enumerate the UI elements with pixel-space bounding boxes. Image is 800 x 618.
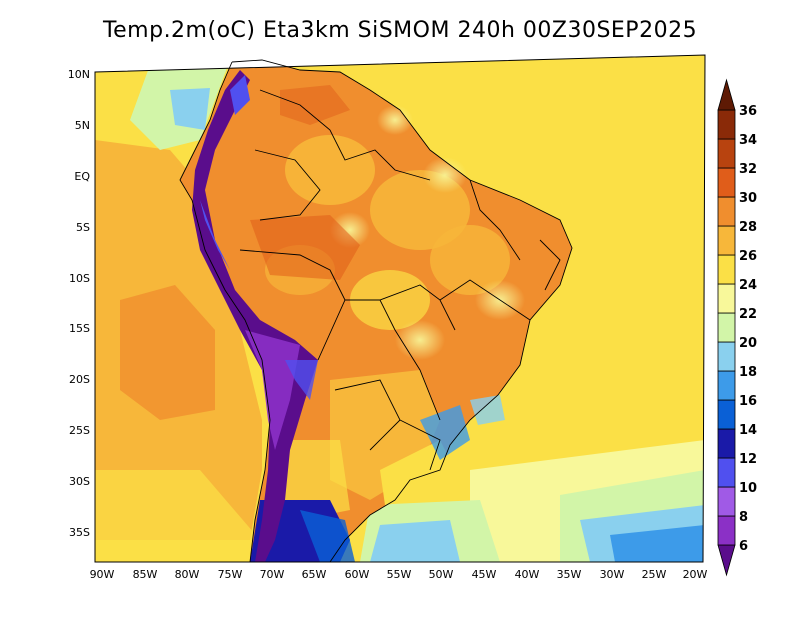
lat-label: 5S — [76, 221, 90, 234]
temperature-field — [95, 55, 705, 562]
lon-label: 45W — [472, 568, 497, 581]
colorbar-label: 6 — [739, 539, 748, 554]
colorbar-label: 34 — [739, 133, 757, 148]
colorbar-label: 20 — [739, 336, 757, 351]
lon-label: 25W — [642, 568, 667, 581]
colorbar-lower-arrow — [717, 544, 736, 577]
lon-label: 85W — [133, 568, 158, 581]
lon-label: 75W — [218, 568, 243, 581]
latitude-axis: 10N 5N EQ 5S 10S 15S 20S 25S 30S 35S — [68, 68, 91, 539]
colorbar-label: 10 — [739, 481, 757, 496]
lon-label: 35W — [557, 568, 582, 581]
lat-label: 10S — [69, 272, 90, 285]
lat-label: 25S — [69, 424, 90, 437]
lon-label: 70W — [260, 568, 285, 581]
colorbar-upper-arrow — [717, 78, 736, 111]
lat-label: 10N — [68, 68, 90, 81]
lon-label: 50W — [429, 568, 454, 581]
lon-label: 40W — [515, 568, 540, 581]
andes-cold-band — [192, 70, 318, 562]
colorbar-segment — [717, 399, 736, 430]
colorbar-segment — [717, 283, 736, 314]
colorbar-segment — [717, 167, 736, 198]
colorbar-segment — [717, 225, 736, 256]
colorbar-segment — [717, 428, 736, 459]
colorbar-label: 16 — [739, 394, 757, 409]
colorbar-label: 24 — [739, 278, 757, 293]
lat-label: EQ — [74, 170, 90, 183]
colorbar-label: 12 — [739, 452, 757, 467]
lat-label: 20S — [69, 373, 90, 386]
colorbar-segment — [717, 457, 736, 488]
political-borders — [179, 59, 573, 563]
colorbar-segment — [717, 109, 736, 140]
colorbar-segment — [717, 370, 736, 401]
lon-label: 65W — [302, 568, 327, 581]
lon-label: 20W — [683, 568, 708, 581]
colorbar-segment — [717, 486, 736, 517]
colorbar-label: 32 — [739, 162, 757, 177]
colorbar-segment — [717, 254, 736, 285]
colorbar-label: 30 — [739, 191, 757, 206]
pacific-warm-patch — [120, 285, 215, 420]
lat-label: 30S — [69, 475, 90, 488]
colorbar-label: 8 — [739, 510, 748, 525]
lon-label: 55W — [387, 568, 412, 581]
map-title: Temp.2m(oC) Eta3km SiSMOM 240h 00Z30SEP2… — [102, 18, 698, 43]
colorbar-segment — [717, 341, 736, 372]
colorbar-segment — [717, 196, 736, 227]
lat-label: 5N — [75, 119, 90, 132]
longitude-axis: 90W 85W 80W 75W 70W 65W 60W 55W 50W 45W … — [90, 568, 708, 581]
lat-label: 15S — [69, 322, 90, 335]
lon-label: 60W — [345, 568, 370, 581]
colorbar-segment — [717, 138, 736, 169]
colorbar-label: 22 — [739, 307, 757, 322]
colorbar-label: 18 — [739, 365, 757, 380]
colorbar-label: 36 — [739, 104, 757, 119]
lon-label: 80W — [175, 568, 200, 581]
temperature-colorbar: 6 8 10 12 14 16 18 20 22 24 26 28 30 32 34 36 — [717, 78, 757, 577]
lon-label: 30W — [600, 568, 625, 581]
map-frame — [94, 54, 706, 563]
colorbar-label: 26 — [739, 249, 757, 264]
colorbar-label: 14 — [739, 423, 757, 438]
colorbar-segment — [717, 515, 736, 546]
lat-label: 35S — [69, 526, 90, 539]
lon-label: 90W — [90, 568, 115, 581]
colorbar-label: 28 — [739, 220, 757, 235]
colorbar-segment — [717, 312, 736, 343]
